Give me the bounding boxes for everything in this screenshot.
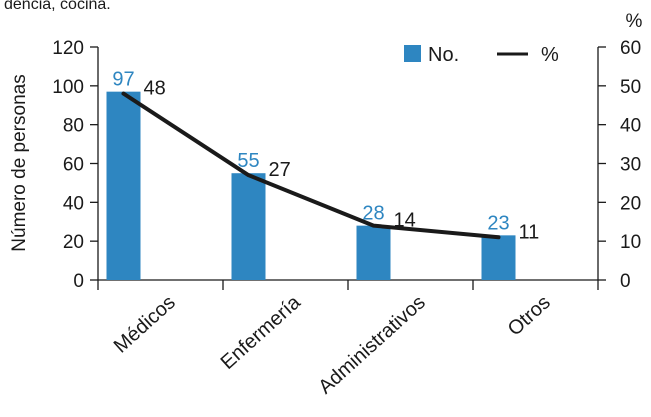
- category-label: Otros: [504, 291, 555, 340]
- x-axis: Médicos Enfermería Administrativos Otros: [97, 279, 599, 398]
- left-tick-label: 60: [63, 155, 84, 176]
- right-tick-label: 0: [620, 271, 631, 292]
- line-value-label: 14: [394, 210, 416, 232]
- right-y-axis: 0 10 20 30 40 50 60: [597, 38, 641, 292]
- right-tick-label: 10: [620, 232, 641, 253]
- line-value-label: 48: [144, 78, 166, 100]
- bar-value-label: 55: [237, 150, 259, 172]
- line-value-label: 11: [519, 221, 540, 243]
- right-tick-label: 30: [620, 155, 641, 176]
- category-label: Enfermería: [217, 291, 306, 374]
- bar: [481, 235, 516, 280]
- right-tick-label: 60: [620, 38, 641, 59]
- bar-value-label: 97: [112, 69, 134, 91]
- bar: [356, 225, 391, 280]
- bar: [106, 91, 141, 281]
- category-label: Administrativos: [314, 291, 429, 398]
- left-tick-label: 120: [52, 38, 84, 59]
- left-tick-label: 80: [63, 116, 84, 137]
- left-tick-label: 20: [63, 232, 84, 253]
- right-tick-label: 50: [620, 77, 641, 98]
- left-axis-title: Número de personas: [9, 74, 30, 251]
- line-value-label: 27: [269, 159, 291, 181]
- left-tick-label: 40: [63, 193, 84, 214]
- left-tick-label: 100: [52, 77, 84, 98]
- line-series: 48 27 14 11: [121, 78, 540, 243]
- right-tick-label: 40: [620, 116, 641, 137]
- bar-series: 97 55 28 23: [106, 69, 516, 281]
- bar-value-label: 28: [362, 203, 384, 225]
- legend-line-label: %: [541, 44, 559, 66]
- legend-bar-label: No.: [428, 44, 459, 66]
- percent-line: [121, 91, 501, 240]
- legend-bar-swatch: [404, 45, 421, 62]
- left-y-axis: 0 20 40 60 80 100 120: [52, 38, 99, 292]
- bar-value-label: 23: [487, 212, 509, 234]
- bar: [231, 173, 266, 280]
- right-tick-label: 20: [620, 193, 641, 214]
- right-axis-title: %: [626, 11, 643, 32]
- category-label: Médicos: [110, 291, 180, 357]
- clipped-caption-text: dencia, cocina.: [4, 0, 111, 13]
- left-tick-label: 0: [73, 271, 84, 292]
- legend: No.%: [404, 44, 559, 66]
